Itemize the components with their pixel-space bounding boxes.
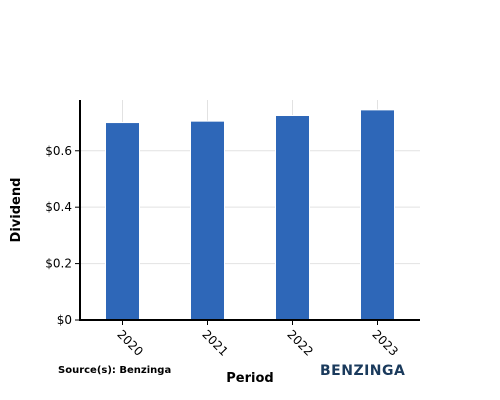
y-ticks: $0 $0.2 $0.4 $0.6 <box>45 144 80 327</box>
source-note: Source(s): Benzinga <box>58 365 171 376</box>
bar-2023 <box>360 109 395 321</box>
bar-2020 <box>105 122 140 321</box>
y-tick-label: $0.2 <box>45 257 72 271</box>
axes <box>79 100 420 321</box>
x-tick-label: 2021 <box>199 327 230 358</box>
bars <box>105 109 395 321</box>
x-tick-label: 2022 <box>284 327 315 358</box>
x-tick-label: 2023 <box>369 327 400 358</box>
benzinga-logo: BENZINGA <box>320 363 405 379</box>
y-tick-label: $0.4 <box>45 200 72 214</box>
bar-2021 <box>190 120 225 321</box>
x-ticks: 2020 2021 2022 2023 <box>114 320 401 359</box>
y-axis-title: Dividend <box>9 178 24 243</box>
y-tick-label: $0.6 <box>45 144 72 158</box>
x-tick-label: 2020 <box>114 327 145 358</box>
x-axis-title: Period <box>226 371 273 386</box>
bar-2022 <box>275 115 310 321</box>
y-tick-label: $0 <box>57 313 72 327</box>
